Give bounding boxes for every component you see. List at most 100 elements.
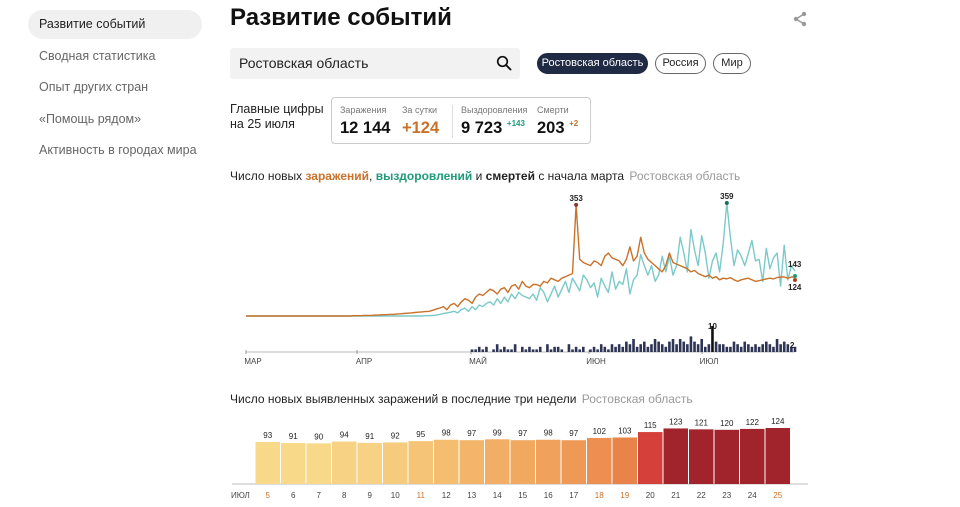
day-tick-label: 10	[391, 491, 400, 500]
chart1-title-and: и	[475, 169, 483, 183]
deaths-bar	[700, 339, 704, 352]
daily-bar-value: 95	[416, 430, 425, 439]
deaths-bar	[524, 349, 528, 352]
daily-bar	[255, 442, 280, 484]
infections-last-label: 124	[788, 283, 802, 292]
deaths-bar	[739, 346, 743, 352]
deaths-bar	[790, 346, 793, 352]
deaths-bar	[628, 344, 632, 352]
recoveries-peak-label: 359	[720, 192, 734, 201]
deaths-bar	[750, 346, 754, 352]
deaths-bar	[664, 346, 668, 352]
day-tick-label: 8	[342, 491, 347, 500]
region-search-input[interactable]: Ростовская область	[230, 48, 520, 79]
deaths-bar	[714, 341, 718, 352]
deaths-bar	[650, 344, 653, 352]
stat-infections-caption: Заражения	[340, 105, 387, 115]
daily-bar	[510, 440, 535, 484]
deaths-bar	[495, 344, 499, 352]
daily-bar-value: 98	[544, 429, 553, 438]
deaths-bar	[510, 349, 513, 352]
sidebar-item-development[interactable]: Развитие событий	[28, 10, 202, 39]
deaths-bar	[660, 344, 664, 352]
daily-bar-value: 97	[569, 429, 578, 438]
daily-bar	[714, 429, 739, 484]
day-tick-label: 7	[317, 491, 322, 500]
infections-line	[246, 204, 795, 317]
daily-bar	[612, 437, 637, 484]
daily-bar	[408, 441, 433, 484]
deaths-bar	[793, 346, 797, 352]
chart1-title-suffix: с начала марта	[538, 169, 625, 183]
deaths-peak-label: 10	[708, 322, 717, 331]
deaths-bar	[567, 344, 571, 352]
deaths-bar	[546, 344, 549, 352]
daily-bar	[638, 432, 663, 484]
stat-recovered-delta: +143	[506, 119, 525, 128]
deaths-bar	[646, 346, 650, 352]
daily-bar	[306, 443, 331, 484]
deaths-bar	[729, 346, 732, 352]
deaths-bar	[625, 341, 628, 352]
pill-world[interactable]: Мир	[713, 53, 751, 74]
recoveries-line	[246, 202, 796, 317]
daily-bar	[587, 437, 612, 484]
deaths-bar	[657, 341, 660, 352]
chart2-title-text: Число новых выявленных заражений в после…	[230, 392, 577, 406]
deaths-bar	[743, 341, 747, 352]
daily-bar-value: 102	[593, 427, 607, 436]
deaths-bar	[782, 341, 786, 352]
daily-bar	[740, 428, 765, 484]
deaths-bar	[686, 344, 689, 352]
daily-bar	[765, 428, 790, 484]
day-tick-label: 25	[773, 491, 782, 500]
sidebar-item-world-cities[interactable]: Активность в городах мира	[39, 143, 197, 158]
deaths-bar	[786, 344, 790, 352]
deaths-bar	[635, 346, 639, 352]
deaths-bar	[578, 349, 582, 352]
deaths-bar	[503, 346, 506, 352]
deaths-bar	[553, 346, 556, 352]
deaths-bar	[492, 349, 495, 352]
deaths-bar	[678, 339, 682, 352]
deaths-bar	[632, 339, 635, 352]
daily-bar-value: 91	[365, 432, 374, 441]
deaths-bar	[761, 344, 765, 352]
pill-russia[interactable]: Россия	[655, 53, 706, 74]
daily-bar-value: 98	[442, 429, 451, 438]
day-tick-label: 24	[748, 491, 757, 500]
search-icon[interactable]	[496, 55, 512, 71]
pill-rostov-region[interactable]: Ростовская область	[537, 53, 648, 74]
infections-peak-marker	[574, 202, 579, 207]
daily-bar-value: 122	[746, 418, 760, 427]
stat-deaths-row: 203 +2	[537, 119, 578, 138]
daily-bar	[281, 442, 306, 484]
stat-deaths-delta: +2	[569, 119, 579, 128]
chart1-x-tick-label: ИЮЛ	[700, 357, 719, 366]
daily-bar	[485, 439, 510, 484]
chart1-x-tick-label: ИЮН	[586, 357, 606, 366]
deaths-bar	[642, 341, 646, 352]
sidebar-item-help-nearby[interactable]: «Помощь рядом»	[39, 111, 142, 126]
deaths-bar	[474, 349, 477, 352]
recoveries-last-label: 143	[788, 260, 802, 269]
deaths-bar	[732, 341, 736, 352]
deaths-bar	[689, 336, 693, 352]
daily-bar-value: 121	[695, 418, 709, 427]
daily-bar	[332, 441, 357, 484]
daily-bar-value: 103	[618, 426, 632, 435]
sidebar-item-summary-stats[interactable]: Сводная статистика	[39, 48, 156, 63]
stat-recovered-value: 9 723	[461, 119, 503, 137]
day-tick-label: 6	[291, 491, 296, 500]
share-icon[interactable]	[792, 11, 808, 27]
deaths-bar	[603, 346, 607, 352]
deaths-bar	[754, 344, 757, 352]
deaths-bar	[535, 349, 538, 352]
stat-day-value: +124	[402, 119, 440, 137]
day-tick-label: 13	[467, 491, 476, 500]
day-tick-label: 22	[697, 491, 706, 500]
daily-bar-value: 123	[669, 417, 683, 426]
sidebar-item-other-countries[interactable]: Опыт других стран	[39, 80, 149, 95]
daily-bar	[459, 440, 484, 484]
deaths-bar	[560, 349, 564, 352]
